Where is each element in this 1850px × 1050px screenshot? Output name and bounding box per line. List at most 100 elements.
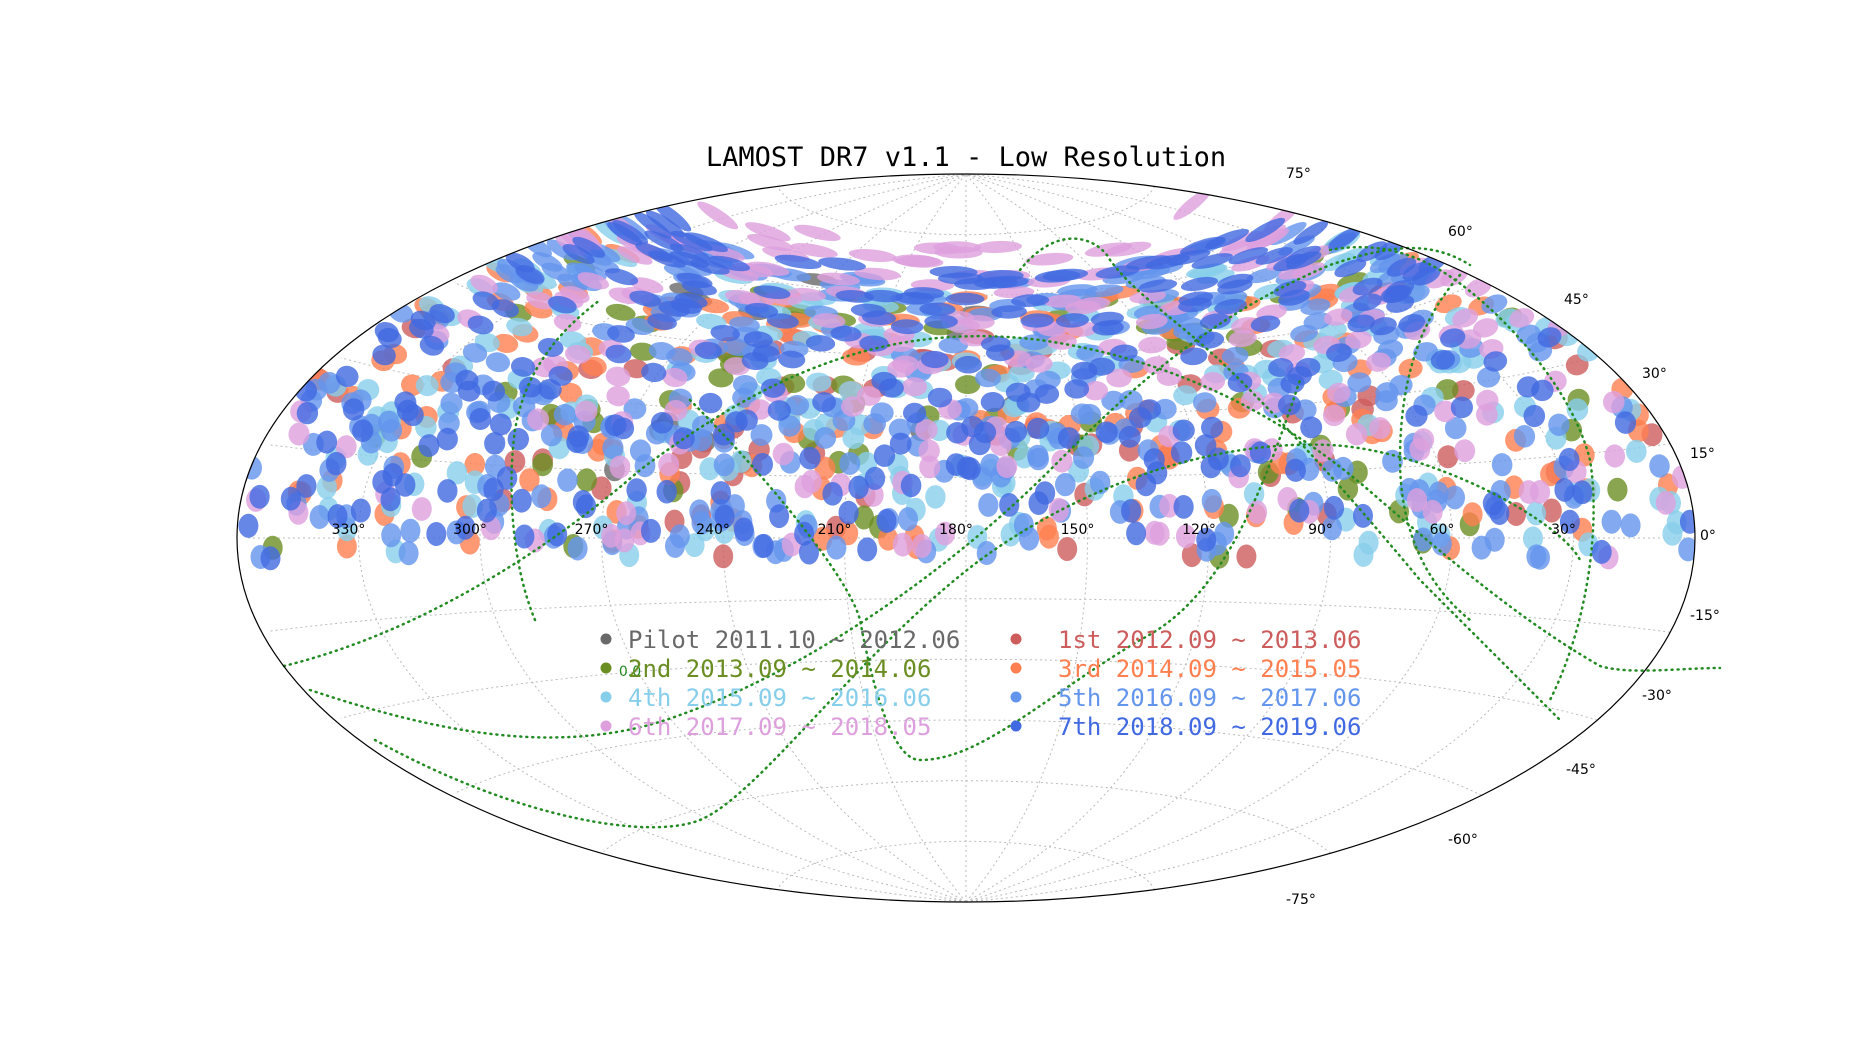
pointing-6 bbox=[1529, 545, 1551, 570]
pointing-8 bbox=[1277, 394, 1301, 416]
pointing-6 bbox=[1221, 346, 1249, 365]
pointing-6 bbox=[1246, 267, 1283, 284]
contour-line bbox=[1018, 237, 1562, 722]
ra-tick-label: 30° bbox=[1551, 522, 1576, 538]
pointing-8 bbox=[1268, 358, 1294, 377]
pointing-8 bbox=[1352, 503, 1374, 528]
pointing-6 bbox=[975, 368, 1001, 388]
pointing-7 bbox=[1106, 368, 1132, 388]
pointing-5 bbox=[806, 372, 832, 392]
pointing-6 bbox=[1300, 298, 1331, 316]
pointing-8 bbox=[1137, 399, 1162, 420]
pointing-8 bbox=[871, 371, 897, 391]
pointing-6 bbox=[1013, 513, 1034, 537]
pointing-8 bbox=[769, 504, 790, 529]
pointing-3 bbox=[853, 505, 875, 530]
pointing-6 bbox=[377, 410, 400, 434]
pointing-8 bbox=[1178, 291, 1214, 306]
pointing-7 bbox=[564, 344, 591, 364]
pointing-7 bbox=[1366, 352, 1391, 372]
pointing-7 bbox=[1322, 404, 1346, 427]
pointing-6 bbox=[1413, 342, 1438, 362]
pointing-7 bbox=[1129, 289, 1166, 304]
pointing-8 bbox=[857, 537, 878, 562]
pointing-6 bbox=[750, 424, 773, 446]
pointing-8 bbox=[835, 290, 875, 303]
pointing-7 bbox=[848, 249, 897, 262]
pointing-6 bbox=[1054, 472, 1076, 497]
pointing-7 bbox=[901, 377, 928, 397]
pointing-7 bbox=[892, 532, 913, 557]
legend-label: 6th 2017.09 ~ 2018.05 bbox=[628, 713, 931, 741]
dec-tick-label: -45° bbox=[1566, 762, 1596, 778]
pointing-8 bbox=[455, 515, 476, 540]
pointing-8 bbox=[238, 513, 259, 538]
pointing-8 bbox=[1523, 404, 1546, 428]
pointing-6 bbox=[666, 348, 693, 367]
pointing-7 bbox=[577, 272, 610, 290]
pointing-8 bbox=[1559, 509, 1580, 534]
pointing-6 bbox=[1101, 390, 1126, 411]
pointing-5 bbox=[1173, 385, 1198, 406]
pointing-8 bbox=[1191, 253, 1233, 269]
pointing-6 bbox=[1476, 366, 1501, 388]
pointing-8 bbox=[977, 269, 1024, 283]
pointing-7 bbox=[1345, 423, 1368, 446]
pointing-7 bbox=[817, 272, 860, 286]
pointing-7 bbox=[335, 435, 357, 459]
pointing-8 bbox=[1323, 495, 1345, 520]
pointing-8 bbox=[753, 533, 774, 558]
pointing-8 bbox=[799, 446, 821, 470]
pointing-8 bbox=[1326, 343, 1352, 363]
pointing-8 bbox=[1026, 417, 1050, 440]
pointing-8 bbox=[511, 488, 532, 513]
pointing-8 bbox=[335, 365, 359, 388]
pointing-6 bbox=[557, 468, 578, 492]
pointing-7 bbox=[1345, 330, 1372, 349]
pointing-8 bbox=[690, 259, 730, 275]
pointing-6 bbox=[778, 415, 801, 437]
pointing-6 bbox=[540, 424, 563, 447]
pointing-8 bbox=[1034, 481, 1056, 505]
pointing-4 bbox=[842, 348, 870, 366]
pointing-8 bbox=[1214, 298, 1247, 315]
pointing-7 bbox=[411, 497, 432, 521]
pointing-8 bbox=[818, 257, 866, 271]
pointing-8 bbox=[714, 504, 735, 529]
pointing-8 bbox=[316, 430, 338, 454]
pointing-7 bbox=[1051, 449, 1073, 473]
pointing-8 bbox=[575, 494, 597, 519]
pointing-6 bbox=[241, 456, 262, 480]
pointing-8 bbox=[1369, 317, 1397, 336]
pointing-8 bbox=[733, 517, 754, 542]
pointing-7 bbox=[1104, 241, 1152, 257]
pointing-4 bbox=[519, 468, 540, 492]
pointing-6 bbox=[1389, 374, 1413, 396]
pointing-5 bbox=[1523, 526, 1543, 551]
pointing-7 bbox=[919, 455, 941, 479]
pointing-8 bbox=[1352, 293, 1382, 312]
pointing-8 bbox=[629, 290, 662, 307]
pointing-8 bbox=[641, 362, 667, 383]
pointing-7 bbox=[1368, 417, 1391, 440]
pointing-6 bbox=[462, 343, 488, 363]
pointing-3 bbox=[1607, 477, 1628, 502]
pointing-7 bbox=[616, 246, 653, 265]
pointing-8 bbox=[694, 341, 723, 360]
pointing-8 bbox=[980, 335, 1011, 352]
pointing-8 bbox=[467, 315, 494, 335]
pointing-8 bbox=[1245, 217, 1286, 243]
pointing-6 bbox=[309, 505, 330, 529]
pointing-8 bbox=[1034, 384, 1060, 404]
pointing-7 bbox=[1655, 491, 1676, 515]
pointing-8 bbox=[774, 254, 822, 270]
pointing-8 bbox=[676, 272, 713, 288]
pointing-7 bbox=[1509, 308, 1535, 328]
pointing-7 bbox=[934, 246, 983, 259]
pointing-8 bbox=[805, 335, 836, 352]
pointing-8 bbox=[437, 479, 458, 503]
pointing-8 bbox=[1170, 441, 1193, 464]
pointing-8 bbox=[1405, 404, 1428, 427]
pointing-8 bbox=[753, 285, 791, 300]
pointing-6 bbox=[1201, 488, 1222, 513]
